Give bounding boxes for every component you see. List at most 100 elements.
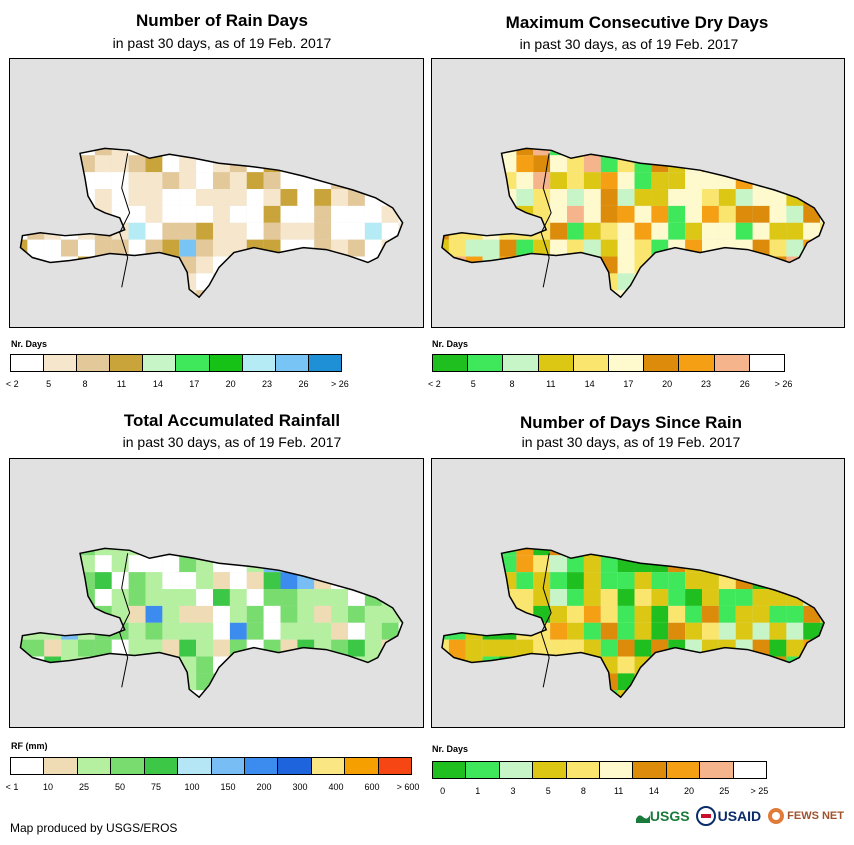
grid-cell [78,222,95,240]
grid-cell [128,555,146,573]
grid-cell [246,572,264,590]
grid-cell [128,656,146,674]
grid-cell [27,239,45,257]
grid-cell [769,205,787,223]
grid-cell [634,222,652,240]
legend-label: 1 [475,786,481,796]
grid-cell [465,639,483,657]
grid-cell [752,189,770,206]
grid-cell [702,172,719,190]
grid-cell [94,572,112,590]
panel-1-title: Number of Rain Days [136,11,308,30]
grid-cell [128,572,146,590]
grid-cell [448,273,466,291]
legend-swatch [308,355,341,371]
grid-cell [145,572,163,590]
grid-cell [533,189,551,206]
grid-cell [297,155,315,173]
grid-cell [550,273,568,291]
grid-cell [61,555,79,573]
grid-cell [786,172,804,190]
grid-cell [752,548,770,556]
grid-cell [297,605,315,623]
grid-cell [364,290,382,298]
grid-cell [820,548,825,556]
grid-cell [516,256,534,274]
grid-cell [145,690,163,698]
grid-cell [44,690,62,698]
grid-cell [600,148,618,156]
legend-swatch [499,762,534,778]
grid-cell [398,589,403,606]
grid-cell [769,572,787,590]
grid-cell [348,148,365,156]
grid-cell [44,172,62,190]
grid-cell [465,172,483,190]
grid-cell [213,605,230,623]
grid-cell [27,673,45,691]
grid-cell [583,148,601,156]
grid-cell [364,222,382,240]
grid-cell [246,256,264,274]
grid-cell [381,572,399,590]
grid-cell [416,189,423,206]
legend-label: 150 [220,782,236,792]
grid-cell [820,639,825,657]
grid-cell [668,256,686,274]
grid-cell [617,639,635,657]
grid-cell [162,622,180,640]
legend-label: < 2 [5,379,19,389]
grid-cell [229,155,247,173]
grid-cell [128,290,146,298]
grid-cell [398,148,403,156]
grid-cell [482,589,500,606]
grid-cell [550,205,568,223]
grid-cell [78,290,95,298]
grid-cell [567,205,584,223]
grid-cell [820,273,825,291]
grid-cell [27,555,45,573]
grid-cell [27,589,45,606]
grid-cell [634,148,652,156]
panel-3-map [9,458,424,728]
grid-cell [482,290,500,298]
grid-cell [20,572,28,590]
grid-cell [685,256,703,274]
grid-cell [94,622,112,640]
grid-cell [111,172,129,190]
grid-cell [246,155,264,173]
grid-cell [398,239,403,257]
grid-cell [600,639,618,657]
grid-cell [752,273,770,291]
grid-cell [735,205,753,223]
legend-label: 10 [42,782,53,792]
grid-cell [213,673,230,691]
grid-cell [533,239,551,257]
grid-cell [786,290,804,298]
grid-cell [499,690,517,698]
grid-cell [837,589,844,606]
grid-cell [44,555,62,573]
grid-cell [331,155,349,173]
grid-cell [786,205,804,223]
grid-cell [465,589,483,606]
grid-cell [752,205,770,223]
legend-label: > 25 [750,786,769,796]
grid-cell [145,290,163,298]
grid-cell [416,657,423,674]
grid-cell [441,222,449,240]
grid-cell [297,622,315,640]
grid-cell [145,555,163,573]
grid-cell [550,555,568,573]
legend-swatch [178,758,212,774]
grid-cell [20,639,28,657]
grid-cell [752,589,770,606]
grid-cell [550,155,568,173]
grid-cell [786,639,804,657]
grid-cell [162,572,180,590]
grid-cell [465,555,483,573]
grid-cell [398,656,403,674]
grid-cell [94,155,112,173]
grid-cell [583,189,601,206]
grid-cell [441,273,449,291]
